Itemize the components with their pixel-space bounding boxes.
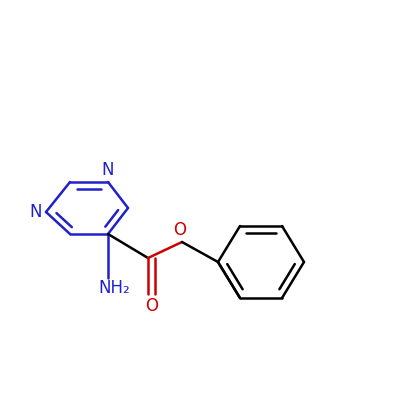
Text: NH₂: NH₂ <box>98 279 130 297</box>
Text: N: N <box>102 161 114 179</box>
Text: N: N <box>30 203 42 221</box>
Text: O: O <box>174 221 186 239</box>
Text: O: O <box>145 297 158 315</box>
